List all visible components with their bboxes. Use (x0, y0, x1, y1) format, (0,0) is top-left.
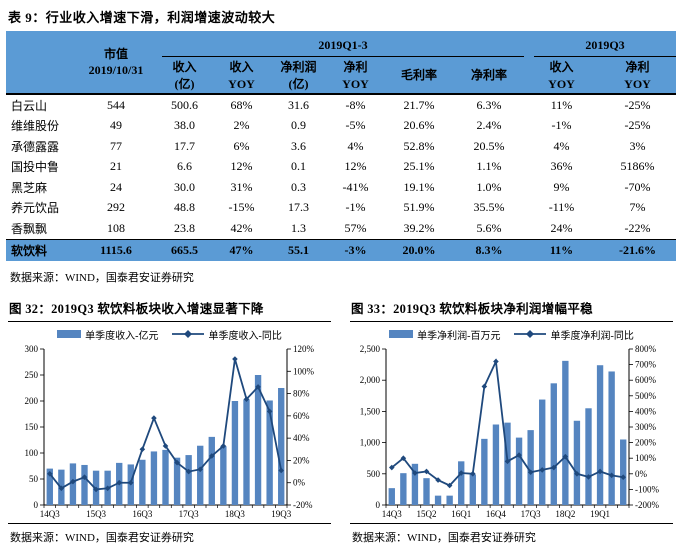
legend-label: 单季度收入-亿元 (85, 330, 159, 342)
svg-text:500: 500 (367, 468, 381, 478)
svg-text:1,500: 1,500 (360, 406, 381, 416)
figure-title: 图 32：2019Q3 软饮料板块收入增速显著下降 (8, 298, 331, 322)
table-row: 白云山 544 500.6 68% 31.6 -8% 21.7% 6.3% 11% -25% (11, 97, 651, 113)
svg-text:400%: 400% (635, 406, 657, 416)
figure-panel-33: 图 33：2019Q3 软饮料板块净利润增幅平稳 单季净利润-百万元 单季度净利… (350, 298, 673, 545)
column-header: 毛利率 (400, 68, 437, 83)
legend-label: 单季度收入-同比 (208, 330, 282, 342)
svg-text:600%: 600% (635, 375, 657, 385)
table-row: 承德露露 77 17.7 6% 3.6 4% 52.8% 20.5% 4% 3% (11, 138, 646, 154)
svg-text:200: 200 (25, 396, 39, 406)
svg-text:150: 150 (25, 422, 39, 432)
svg-text:2,500: 2,500 (360, 344, 381, 354)
svg-text:0: 0 (376, 500, 381, 510)
column-header: 净利润 (亿) (280, 60, 317, 91)
line-swatch-icon (513, 330, 546, 338)
svg-text:0%: 0% (635, 468, 648, 478)
bar-swatch-icon (57, 330, 82, 338)
svg-text:120%: 120% (293, 344, 315, 354)
svg-text:19Q3: 19Q3 (271, 509, 291, 519)
figure-source: 数据来源：WIND，国泰君安证券研究 (350, 522, 673, 545)
column-header: 收入 YOY (548, 60, 575, 91)
figure-source: 数据来源：WIND，国泰君安证券研究 (8, 522, 331, 545)
svg-text:16Q4: 16Q4 (486, 509, 506, 519)
table-source: 数据来源：WIND，国泰君安证券研究 (10, 271, 194, 284)
revenue-chart: 0 50 100 150 200 250 300 -20% 0% 20% 40% 60% 80% 100%… (25, 344, 315, 519)
svg-text:50: 50 (29, 474, 39, 484)
group-header-2019q1-3: 2019Q1-3 (162, 31, 524, 57)
profit-chart: 0 500 1,000 1,500 2,000 2,500 -200% -100% 0% 100%… (360, 344, 660, 519)
svg-text:0%: 0% (293, 477, 306, 487)
svg-text:20%: 20% (293, 455, 310, 465)
data-table: 市值 2019/10/31 2019Q1-3 2019Q3 收入 (亿) 收入 YOY… (6, 31, 676, 261)
legend: 单季度收入-亿元 单季度收入-同比 (8, 327, 331, 342)
column-header: 净利率 (470, 68, 507, 83)
marketcap-header: 市值 2019/10/31 (88, 46, 144, 77)
figure-title: 图 33：2019Q3 软饮料板块净利润增幅平稳 (350, 298, 673, 322)
svg-text:200%: 200% (635, 437, 657, 447)
table-header: 市值 2019/10/31 2019Q1-3 2019Q3 收入 (亿) 收入 YOY… (6, 31, 676, 95)
svg-text:300%: 300% (635, 422, 657, 432)
column-header: 净利 YOY (624, 60, 651, 91)
table-row: 香飘飘 108 23.8 42% 1.3 57% 39.2% 5.6% 24% -22% (11, 220, 651, 236)
svg-text:80%: 80% (293, 388, 310, 398)
svg-text:40%: 40% (293, 433, 310, 443)
svg-text:-100%: -100% (635, 484, 659, 494)
column-header: 收入 YOY (228, 60, 255, 91)
legend-label: 单季净利润-百万元 (417, 330, 501, 342)
legend-label: 单季度净利润-同比 (550, 330, 634, 342)
figures-row: 图 32：2019Q3 软饮料板块收入增速显著下降 单季度收入-亿元 单季度收入… (8, 298, 674, 545)
name-column-spacer (6, 31, 76, 57)
svg-text:1,000: 1,000 (360, 437, 381, 447)
table-total-row: 软饮料 1115.6 665.5 47% 55.1 -3% 20.0% 8.3% 11% -21.… (6, 238, 676, 261)
legend: 单季净利润-百万元 单季度净利润-同比 (350, 327, 673, 342)
svg-text:17Q3: 17Q3 (179, 509, 199, 519)
svg-text:2,000: 2,000 (360, 375, 381, 385)
table-row: 黑芝麻 24 30.0 31% 0.3 -41% 19.1% 1.0% 9% -70% (11, 179, 651, 195)
bar-swatch-icon (389, 330, 414, 338)
svg-text:18Q2: 18Q2 (555, 509, 575, 519)
svg-text:15Q3: 15Q3 (86, 509, 106, 519)
svg-text:19Q1: 19Q1 (590, 509, 610, 519)
svg-text:60%: 60% (293, 410, 310, 420)
table-title: 表 9：行业收入增速下滑，利润增速波动较大 (8, 10, 276, 25)
svg-text:100%: 100% (293, 366, 315, 376)
svg-text:-200%: -200% (635, 500, 659, 510)
svg-text:16Q3: 16Q3 (132, 509, 152, 519)
svg-text:0: 0 (34, 500, 39, 510)
svg-text:100: 100 (25, 448, 39, 458)
svg-text:300: 300 (25, 344, 39, 354)
table-body: 白云山 544 500.6 68% 31.6 -8% 21.7% 6.3% 11% -25% 维维股… (6, 95, 676, 261)
table-row: 国投中鲁 21 6.6 12% 0.1 12% 25.1% 1.1% 36% 5186% (11, 159, 655, 175)
svg-text:700%: 700% (635, 359, 657, 369)
svg-text:18Q3: 18Q3 (225, 509, 245, 519)
svg-text:800%: 800% (635, 344, 657, 354)
svg-text:16Q1: 16Q1 (451, 509, 471, 519)
table-row: 维维股份 49 38.0 2% 0.9 -5% 20.6% 2.4% -1% -25% (11, 118, 651, 134)
group-header-2019q3: 2019Q3 (534, 31, 676, 57)
svg-text:14Q3: 14Q3 (382, 509, 402, 519)
svg-text:100%: 100% (635, 453, 657, 463)
svg-text:-20%: -20% (293, 500, 313, 510)
column-header: 收入 (亿) (172, 60, 197, 91)
svg-text:15Q2: 15Q2 (417, 509, 437, 519)
svg-text:17Q3: 17Q3 (521, 509, 541, 519)
figure-panel-32: 图 32：2019Q3 软饮料板块收入增速显著下降 单季度收入-亿元 单季度收入… (8, 298, 331, 545)
svg-text:14Q3: 14Q3 (40, 509, 60, 519)
column-header: 净利 YOY (342, 60, 369, 91)
line-swatch-icon (171, 330, 204, 338)
svg-text:500%: 500% (635, 390, 657, 400)
table-row: 养元饮品 292 48.8 -15% 17.3 -1% 51.9% 35.5% -11% 7% (11, 200, 646, 216)
svg-text:250: 250 (25, 370, 39, 380)
